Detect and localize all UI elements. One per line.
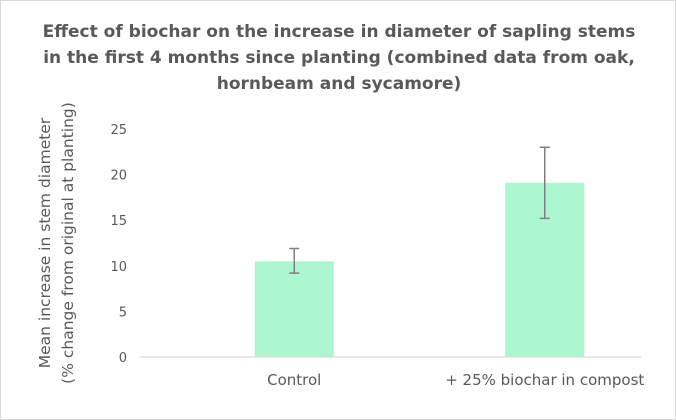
bar — [254, 261, 334, 357]
y-tick-label: 20 — [110, 169, 127, 184]
y-tick-label: 5 — [119, 305, 127, 320]
y-tick-label: 15 — [110, 214, 127, 229]
chart-title: Effect of biochar on the increase in dia… — [42, 22, 636, 94]
y-tick-label: 10 — [110, 260, 127, 275]
y-tick-label: 0 — [119, 351, 127, 366]
x-tick-label: Control — [267, 371, 321, 389]
x-tick-label: + 25% biochar in compost — [445, 371, 644, 389]
y-tick-label: 25 — [110, 123, 127, 138]
